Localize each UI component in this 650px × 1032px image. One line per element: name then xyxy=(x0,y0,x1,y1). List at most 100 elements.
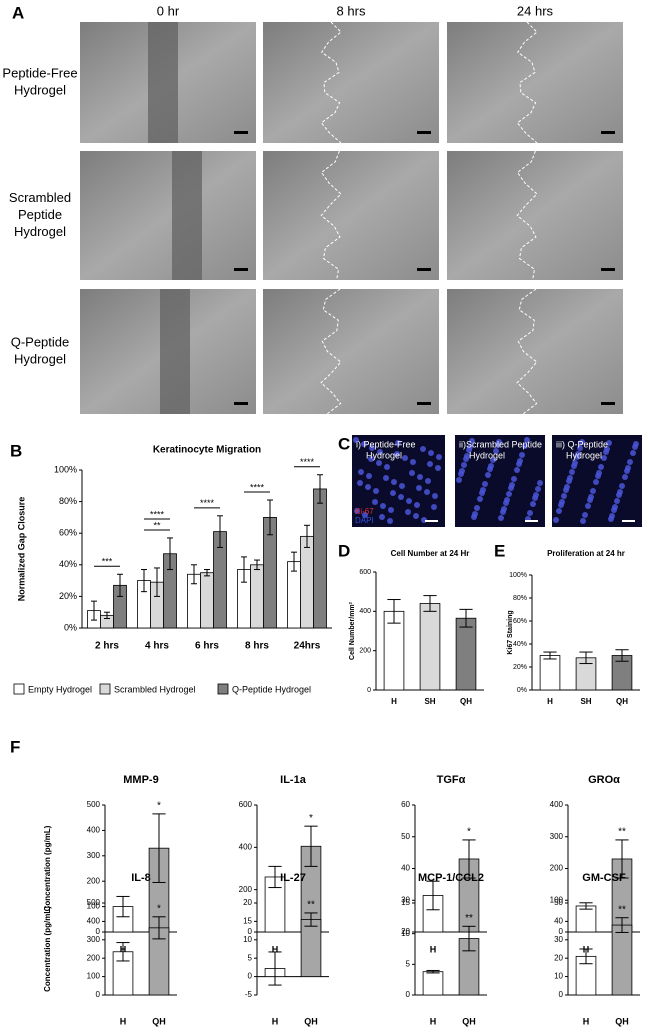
y-tick-label: 60% xyxy=(59,528,77,538)
bar xyxy=(200,572,214,629)
y-tick-label: 10 xyxy=(401,929,410,938)
nucleus xyxy=(608,516,614,522)
nucleus xyxy=(432,493,438,499)
nucleus xyxy=(611,507,617,513)
significance-label: *** xyxy=(102,557,113,567)
nucleus xyxy=(353,437,359,443)
nucleus xyxy=(420,446,426,452)
micrograph xyxy=(447,22,623,143)
nucleus xyxy=(373,488,379,494)
nucleus xyxy=(569,469,575,475)
y-tick-label: 0 xyxy=(367,687,371,694)
y-tick-label: 0 xyxy=(406,990,411,999)
x-tick-label: 4 hrs xyxy=(145,641,169,652)
x-tick-label: H xyxy=(547,697,553,706)
scale-bar xyxy=(234,402,248,405)
nucleus xyxy=(469,438,475,444)
nucleus xyxy=(595,473,601,479)
nucleus xyxy=(571,463,577,469)
nucleus xyxy=(622,474,628,480)
nucleus xyxy=(519,452,525,458)
nucleus xyxy=(358,469,364,475)
nucleus xyxy=(606,440,612,446)
nucleus xyxy=(500,509,506,515)
channel-label: DAPI xyxy=(355,516,374,525)
nucleus xyxy=(479,490,485,496)
nucleus xyxy=(627,459,633,465)
x-tick-label: H xyxy=(391,697,397,706)
nucleus xyxy=(387,518,393,524)
micrograph xyxy=(80,151,256,280)
row-label: Peptide-Free xyxy=(2,65,77,80)
x-tick-label: SH xyxy=(580,697,591,706)
bar xyxy=(419,603,441,691)
micrograph xyxy=(263,151,439,280)
panel-label: F xyxy=(10,737,20,756)
y-axis-label: Cell Number/mm² xyxy=(349,601,356,660)
nucleus xyxy=(365,484,371,490)
migration-edge xyxy=(516,21,538,144)
nucleus xyxy=(485,472,491,478)
x-tick-label: 8 hrs xyxy=(245,641,269,652)
nucleus xyxy=(556,508,562,514)
y-tick-label: 200 xyxy=(359,648,371,655)
row-label: Peptide xyxy=(18,207,62,222)
y-tick-label: 30 xyxy=(401,895,410,904)
x-tick-label: SH xyxy=(424,697,435,706)
micrograph xyxy=(263,289,439,414)
chart-title: MCP-1/CCL2 xyxy=(418,872,484,884)
nucleus xyxy=(376,460,382,466)
nucleus xyxy=(585,503,591,509)
x-tick-label: QH xyxy=(460,697,472,706)
significance-label: * xyxy=(157,801,161,812)
nucleus xyxy=(630,450,636,456)
scale-bar xyxy=(601,131,615,134)
image-label: ii)Scrambled Peptide xyxy=(459,439,542,449)
chart-title: GROα xyxy=(588,774,620,786)
y-tick-label: 0 xyxy=(559,990,564,999)
y-tick-label: 300 xyxy=(87,935,101,944)
nucleus xyxy=(388,507,394,513)
bar xyxy=(455,617,477,691)
nucleus xyxy=(405,509,411,515)
y-tick-label: 80% xyxy=(513,595,527,602)
chart-title: IL-27 xyxy=(280,872,306,884)
nucleus xyxy=(495,442,501,448)
significance-label: **** xyxy=(250,482,265,492)
x-tick-label: QH xyxy=(304,1016,318,1026)
significance-label: * xyxy=(157,903,161,914)
y-tick-label: 0 xyxy=(96,990,101,999)
nucleus xyxy=(372,499,378,505)
nucleus xyxy=(487,466,493,472)
scale-bar xyxy=(417,402,431,405)
y-tick-label: 20 xyxy=(554,953,563,962)
chart-title: Cell Number at 24 Hr xyxy=(391,549,470,558)
x-tick-label: 6 hrs xyxy=(195,641,219,652)
bar xyxy=(422,971,444,996)
nucleus xyxy=(471,514,477,520)
bar xyxy=(539,655,561,691)
panel-label: B xyxy=(10,441,22,460)
y-tick-label: 0 xyxy=(248,972,253,981)
nucleus xyxy=(524,437,530,443)
y-tick-label: -5 xyxy=(245,990,253,999)
nucleus xyxy=(380,503,386,509)
nucleus xyxy=(383,475,389,481)
migration-edge xyxy=(320,150,342,281)
y-tick-label: 400 xyxy=(87,917,101,926)
x-tick-label: 2 hrs xyxy=(95,641,119,652)
nucleus xyxy=(532,495,538,501)
scratch-gap xyxy=(148,22,178,143)
nucleus xyxy=(614,498,620,504)
y-tick-label: 15 xyxy=(401,898,410,907)
y-tick-label: 5 xyxy=(406,959,411,968)
y-tick-label: 60% xyxy=(513,618,527,625)
significance-label: ** xyxy=(618,904,626,915)
nucleus xyxy=(431,504,437,510)
bar xyxy=(313,488,327,629)
y-tick-label: 20 xyxy=(243,898,252,907)
legend-label: Scrambled Hydrogel xyxy=(114,684,196,694)
nucleus xyxy=(616,492,622,498)
significance-label: ** xyxy=(307,900,315,911)
nucleus xyxy=(624,468,630,474)
